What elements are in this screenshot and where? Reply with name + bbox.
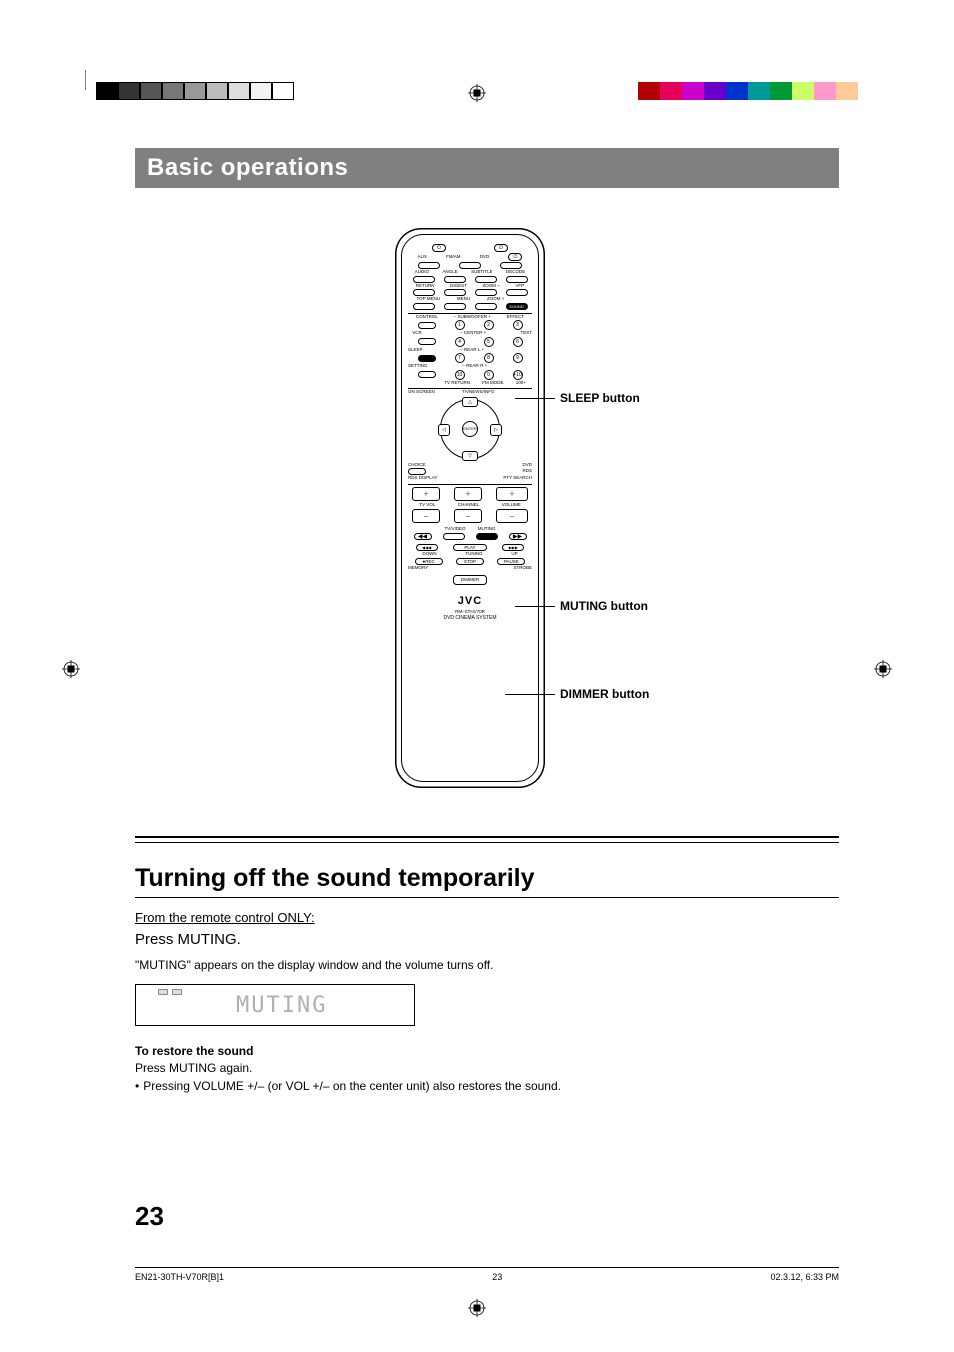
volume-minus-icon: － bbox=[496, 509, 528, 523]
sleep-label: SLEEP bbox=[408, 348, 423, 353]
power-tv-icon: ⏻ bbox=[494, 244, 508, 252]
restore-heading: To restore the sound bbox=[135, 1044, 839, 1058]
tvvol-minus-icon: － bbox=[412, 509, 440, 523]
subhead-remote-only: From the remote control ONLY: bbox=[135, 910, 839, 925]
remote-outline: ⏻ ⏻ AUX FM/AM DVD ⏻ AUDIO ANGLE SUBTITLE bbox=[395, 228, 545, 788]
registration-right bbox=[874, 660, 892, 683]
muting-button bbox=[476, 533, 498, 540]
leader-sleep bbox=[515, 398, 555, 399]
power-icon: ⏻ bbox=[508, 253, 522, 261]
dimmer-button: DIMMER bbox=[453, 575, 487, 585]
channel-plus-icon: ＋ bbox=[454, 487, 482, 501]
channel-minus-icon: － bbox=[454, 509, 482, 523]
power-audio-icon: ⏻ bbox=[432, 244, 446, 252]
vcr-button bbox=[418, 322, 436, 329]
registration-bottom bbox=[468, 1299, 486, 1322]
remote-diagram: ⏻ ⏻ AUX FM/AM DVD ⏻ AUDIO ANGLE SUBTITLE bbox=[135, 218, 839, 838]
dvd-label: DVD bbox=[480, 255, 490, 260]
desc-muting: "MUTING" appears on the display window a… bbox=[135, 958, 839, 972]
page-number: 23 bbox=[135, 1201, 164, 1232]
callout-muting: MUTING button bbox=[560, 599, 648, 613]
section-title: Turning off the sound temporarily bbox=[135, 864, 839, 898]
fastfwd-icon: ▶▶ bbox=[509, 533, 527, 540]
fmam-label: FM/AM bbox=[446, 255, 461, 260]
display-text: MUTING bbox=[236, 993, 327, 1018]
footer: EN21-30TH-V70R[B]1 23 02.3.12, 6:33 PM bbox=[135, 1267, 839, 1272]
callout-sleep: SLEEP button bbox=[560, 391, 640, 405]
play-button: PLAY bbox=[453, 544, 487, 551]
restore-bullet: Pressing VOLUME +/– (or VOL +/– on the c… bbox=[135, 1079, 839, 1093]
step-press-muting: Press MUTING. bbox=[135, 931, 839, 948]
sleep-button bbox=[418, 355, 436, 362]
model-label: RM–STHV70R bbox=[408, 609, 532, 614]
tvvol-plus-icon: ＋ bbox=[412, 487, 440, 501]
enter-button: ENTER bbox=[462, 421, 478, 437]
aux-label: AUX bbox=[418, 255, 427, 260]
display-window: MUTING bbox=[135, 984, 415, 1026]
rewind-icon: ◀◀ bbox=[414, 533, 432, 540]
stop-button: STOP bbox=[456, 558, 484, 565]
jvc-logo: JVC bbox=[408, 595, 532, 607]
restore-line: Press MUTING again. bbox=[135, 1061, 839, 1075]
leader-muting bbox=[515, 606, 555, 607]
dpad: △ ▽ ◁ ▷ ENTER bbox=[440, 399, 500, 459]
pause-button: PAUSE bbox=[497, 558, 525, 565]
tv-button bbox=[418, 338, 436, 345]
next-icon: ▶▶▶ bbox=[502, 544, 524, 551]
system-label: DVD CINEMA SYSTEM bbox=[408, 615, 532, 621]
rec-button: ●REC bbox=[415, 558, 443, 565]
page-header: Basic operations bbox=[135, 148, 839, 188]
sound-button: SOUND bbox=[506, 303, 528, 310]
prev-icon: ◀◀◀ bbox=[416, 544, 438, 551]
volume-plus-icon: ＋ bbox=[496, 487, 528, 501]
registration-left bbox=[62, 660, 80, 683]
muting-label: MUTING bbox=[478, 527, 496, 532]
callout-dimmer: DIMMER button bbox=[560, 687, 649, 701]
leader-dimmer bbox=[505, 694, 555, 695]
